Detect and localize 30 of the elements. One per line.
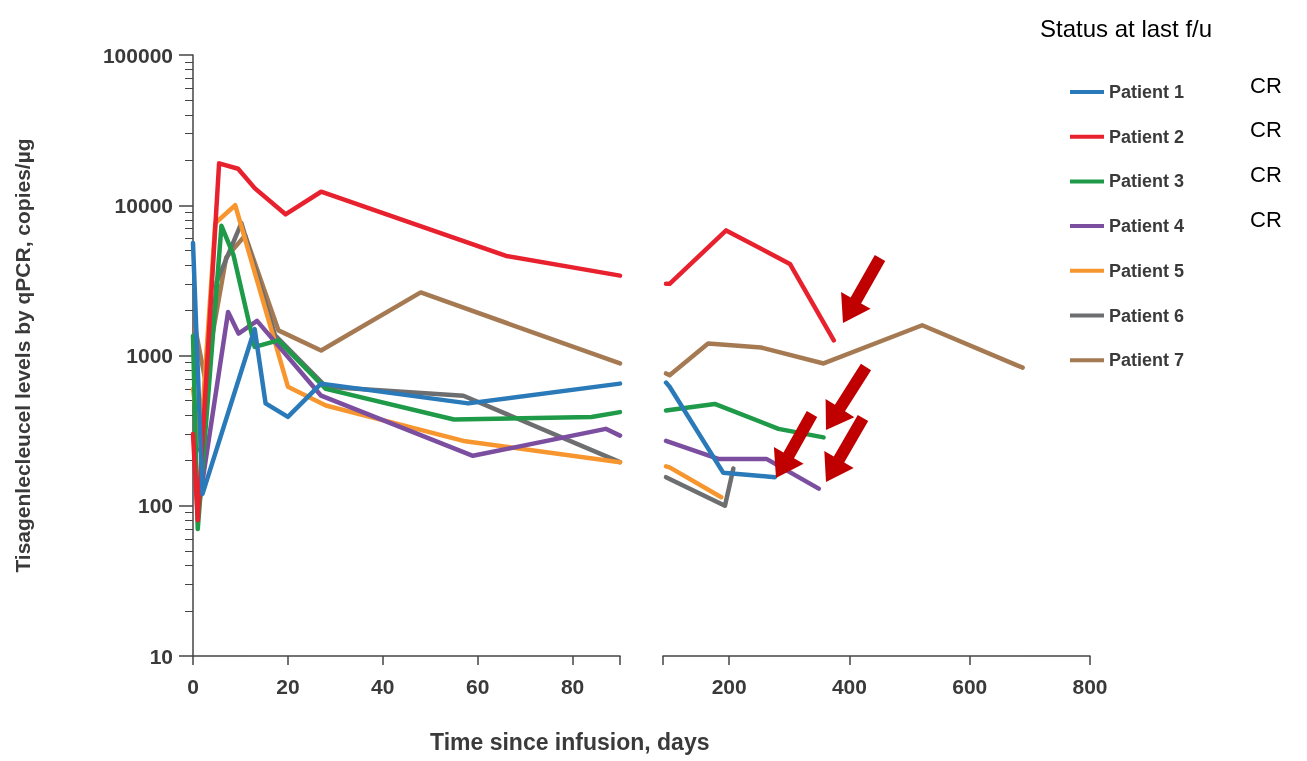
line-series [190, 240, 623, 497]
text: CR [1250, 72, 1282, 98]
y-tick-label: 1000 [126, 344, 173, 367]
x-tick-label: 600 [952, 675, 988, 698]
y-axis-title: Tisagenlecleucel levels by qPCR, copies/µg [11, 138, 34, 573]
y-tick-label: 10 [149, 644, 173, 668]
x-tick-label: 40 [371, 675, 395, 698]
x-tick-label: 800 [1072, 675, 1108, 698]
x-tick-label: 20 [276, 675, 300, 698]
line-series [190, 161, 623, 523]
x-tick-label: 200 [711, 675, 747, 698]
x-tick-label: 80 [560, 675, 585, 698]
y-tick-label: 100 [137, 494, 173, 518]
legend-label: Patient 6 [1109, 305, 1185, 326]
legend-label: Patient 1 [1109, 82, 1185, 102]
x-axis-title: Time since infusion, days [430, 728, 710, 755]
y-tick-label: 100000 [102, 43, 173, 67]
x-tick-label: 60 [465, 675, 490, 698]
legend-label: Patient 5 [1109, 260, 1185, 281]
y-tick-label: 10000 [114, 193, 173, 217]
legend-label: Patient 2 [1109, 126, 1185, 147]
text: CR [1250, 206, 1282, 232]
text: CR [1250, 161, 1282, 187]
x-tick-label: 400 [831, 675, 867, 698]
text: CR [1250, 117, 1282, 143]
legend-label: Patient 4 [1109, 216, 1185, 237]
legend-title: Status at last f/u [1040, 14, 1213, 42]
x-tick-label: 0 [187, 675, 199, 698]
legend-label: Patient 3 [1109, 171, 1185, 192]
legend-label: Patient 7 [1109, 350, 1185, 371]
